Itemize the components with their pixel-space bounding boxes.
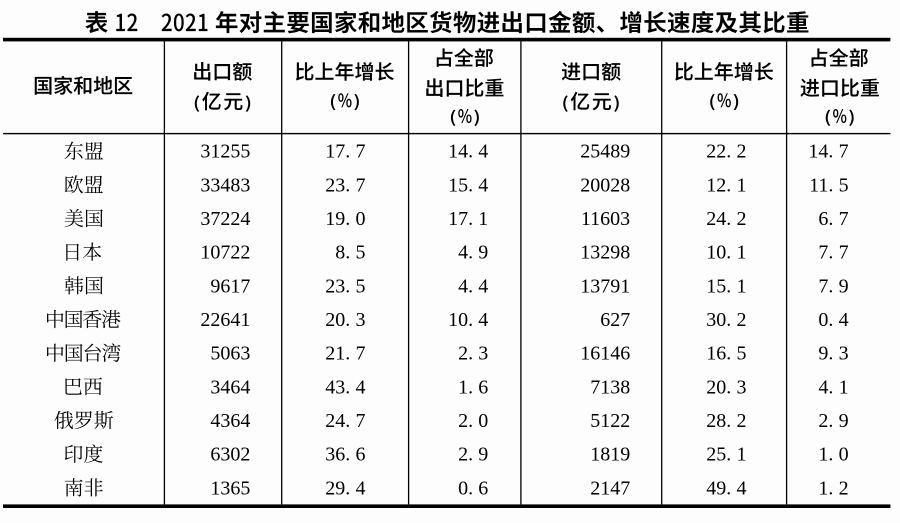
svg-text:29.4: 29. 4 bbox=[325, 477, 365, 499]
svg-text:10.4: 10. 4 bbox=[448, 309, 488, 331]
svg-text:24.2: 24. 2 bbox=[706, 208, 746, 230]
svg-text:11603: 11603 bbox=[581, 208, 630, 230]
svg-text:25.1: 25. 1 bbox=[706, 444, 746, 466]
svg-text:20.3: 20. 3 bbox=[706, 376, 746, 398]
svg-text:17.7: 17. 7 bbox=[325, 141, 365, 163]
svg-text:5122: 5122 bbox=[590, 410, 630, 432]
svg-text:12.1: 12. 1 bbox=[706, 174, 746, 196]
svg-text:43.4: 43. 4 bbox=[325, 376, 365, 398]
svg-text:17.1: 17. 1 bbox=[448, 208, 488, 230]
svg-text:36.6: 36. 6 bbox=[325, 444, 365, 466]
svg-text:6302: 6302 bbox=[210, 444, 250, 466]
svg-text:16146: 16146 bbox=[580, 343, 630, 365]
svg-text:22.2: 22. 2 bbox=[706, 141, 746, 163]
svg-text:2147: 2147 bbox=[590, 477, 630, 499]
svg-text:21.7: 21. 7 bbox=[325, 343, 365, 365]
svg-text:20028: 20028 bbox=[580, 174, 630, 196]
svg-text:11.5: 11. 5 bbox=[809, 174, 848, 196]
svg-text:15.4: 15. 4 bbox=[448, 174, 488, 196]
svg-text:23.5: 23. 5 bbox=[325, 275, 365, 297]
svg-text:22641: 22641 bbox=[200, 309, 250, 331]
svg-text:37224: 37224 bbox=[200, 208, 250, 230]
svg-text:4364: 4364 bbox=[210, 410, 250, 432]
svg-text:31255: 31255 bbox=[200, 141, 250, 163]
svg-text:14.4: 14. 4 bbox=[448, 141, 488, 163]
svg-text:23.7: 23. 7 bbox=[325, 174, 365, 196]
svg-text:14.7: 14. 7 bbox=[808, 141, 848, 163]
svg-text:9617: 9617 bbox=[210, 275, 250, 297]
svg-text:49.4: 49. 4 bbox=[706, 477, 746, 499]
svg-text:28.2: 28. 2 bbox=[706, 410, 746, 432]
svg-text:30.2: 30. 2 bbox=[706, 309, 746, 331]
svg-text:5063: 5063 bbox=[210, 343, 250, 365]
svg-text:627: 627 bbox=[600, 309, 630, 331]
svg-text:7138: 7138 bbox=[590, 376, 630, 398]
svg-text:10722: 10722 bbox=[200, 242, 250, 264]
svg-text:25489: 25489 bbox=[580, 141, 630, 163]
svg-text:20.3: 20. 3 bbox=[325, 309, 365, 331]
svg-text:3464: 3464 bbox=[210, 376, 250, 398]
svg-text:13791: 13791 bbox=[580, 275, 630, 297]
svg-text:15.1: 15. 1 bbox=[706, 275, 746, 297]
svg-text:19.0: 19. 0 bbox=[325, 208, 365, 230]
svg-text:33483: 33483 bbox=[200, 174, 250, 196]
svg-text:1819: 1819 bbox=[590, 444, 630, 466]
svg-text:10.1: 10. 1 bbox=[706, 242, 746, 264]
svg-text:1365: 1365 bbox=[210, 477, 250, 499]
svg-text:13298: 13298 bbox=[580, 242, 630, 264]
svg-text:24.7: 24. 7 bbox=[325, 410, 365, 432]
svg-text:16.5: 16. 5 bbox=[706, 343, 746, 365]
